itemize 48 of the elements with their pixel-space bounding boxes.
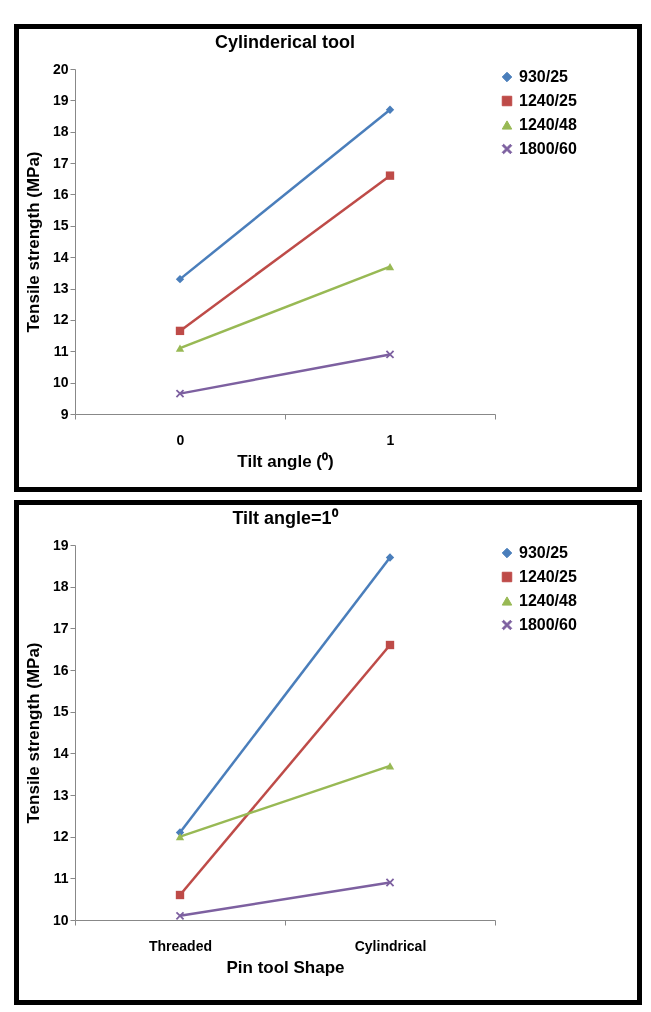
- y-tick-label: 11: [53, 342, 69, 359]
- y-tick-label: 10: [52, 374, 69, 391]
- y-tick-label: 12: [52, 311, 69, 328]
- y-axis-title: Tensile strength (MPa): [23, 642, 43, 824]
- x-axis-title: Tilt angle (⁰): [237, 451, 334, 471]
- y-tick-label: 12: [52, 828, 69, 845]
- point: [385, 105, 395, 114]
- point: [175, 911, 185, 921]
- y-tick-label: 18: [52, 123, 69, 140]
- x-tick-label: 0: [176, 431, 185, 448]
- y-tick-label: 14: [52, 248, 69, 265]
- legend-label: 1240/48: [519, 116, 577, 133]
- legend-label: 1240/25: [519, 568, 577, 585]
- y-tick-label: 15: [52, 703, 69, 720]
- legend-label: 1240/25: [519, 92, 577, 109]
- point: [385, 553, 395, 562]
- y-tick-label: 17: [52, 619, 69, 636]
- legend-label: 1800/60: [519, 140, 577, 157]
- point: [175, 326, 185, 336]
- y-tick-label: 15: [52, 217, 69, 234]
- chart-title: Cylinderical tool: [214, 32, 356, 52]
- y-tick-label: 16: [52, 185, 69, 202]
- y-tick-label: 14: [52, 744, 69, 761]
- chart-title: Tilt angle=1⁰: [232, 508, 339, 528]
- y-axis-title: Tensile strength (MPa): [23, 151, 43, 333]
- x-tick-label: Cylindrical: [354, 937, 427, 954]
- x-tick-label: 1: [386, 431, 395, 448]
- point: [175, 890, 185, 900]
- legend-label: 930/25: [519, 544, 569, 561]
- y-tick-label: 9: [60, 405, 69, 422]
- y-tick-label: 17: [52, 154, 69, 171]
- y-tick-label: 20: [52, 60, 69, 77]
- y-tick-label: 19: [52, 536, 69, 553]
- y-tick-label: 10: [52, 911, 69, 928]
- x-tick-label: Threaded: [148, 937, 213, 954]
- legend-label: 1800/60: [519, 616, 577, 633]
- point: [175, 274, 185, 284]
- y-tick-label: 18: [52, 578, 69, 595]
- y-tick-label: 19: [52, 91, 69, 108]
- y-tick-label: 13: [52, 786, 69, 803]
- point: [385, 171, 395, 180]
- x-axis-title: Pin tool Shape: [226, 957, 345, 977]
- y-tick-label: 16: [52, 661, 69, 678]
- legend-label: 1240/48: [519, 592, 577, 609]
- point: [385, 640, 395, 650]
- y-tick-label: 11: [53, 869, 69, 886]
- y-tick-label: 13: [52, 280, 69, 297]
- legend-label: 930/25: [519, 68, 569, 85]
